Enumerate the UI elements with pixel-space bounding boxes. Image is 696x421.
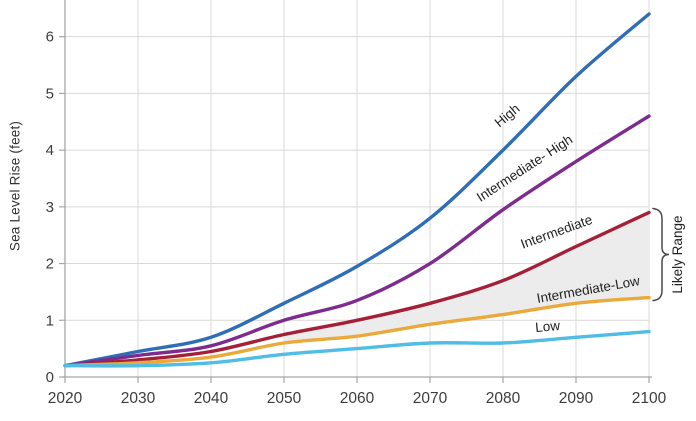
y-tick-label: 5	[46, 85, 54, 102]
likely-range-brace	[652, 207, 670, 302]
y-tick-label: 0	[46, 369, 54, 386]
x-tick-label: 2040	[194, 390, 229, 407]
x-tick-label: 2060	[340, 390, 375, 407]
series-label-high: High	[492, 101, 523, 130]
y-tick-label: 6	[46, 29, 54, 46]
series-line-intermediate	[63, 210, 651, 368]
x-tick-label: 2020	[48, 390, 83, 407]
x-tick-label: 2080	[486, 390, 521, 407]
x-tick-label: 2050	[267, 390, 302, 407]
x-tick-label: 2030	[121, 390, 156, 407]
series-line-intermediate-low	[63, 295, 651, 368]
series-line-high	[63, 12, 651, 368]
y-tick-label: 2	[46, 256, 54, 273]
y-tick-label: 3	[46, 199, 54, 216]
series-line-intermediate-high	[63, 114, 651, 368]
y-axis-title: Sea Level Rise (feet)	[7, 120, 23, 252]
likely-range-band	[284, 212, 649, 343]
series-label-low: Low	[535, 318, 561, 335]
y-tick-label: 1	[46, 312, 54, 329]
x-tick-label: 2100	[632, 390, 667, 407]
x-tick-label: 2090	[559, 390, 594, 407]
likely-range-label: Likely Range	[670, 216, 685, 294]
series-line-low	[63, 329, 651, 368]
y-tick-label: 4	[46, 142, 54, 159]
x-tick-label: 2070	[413, 390, 448, 407]
